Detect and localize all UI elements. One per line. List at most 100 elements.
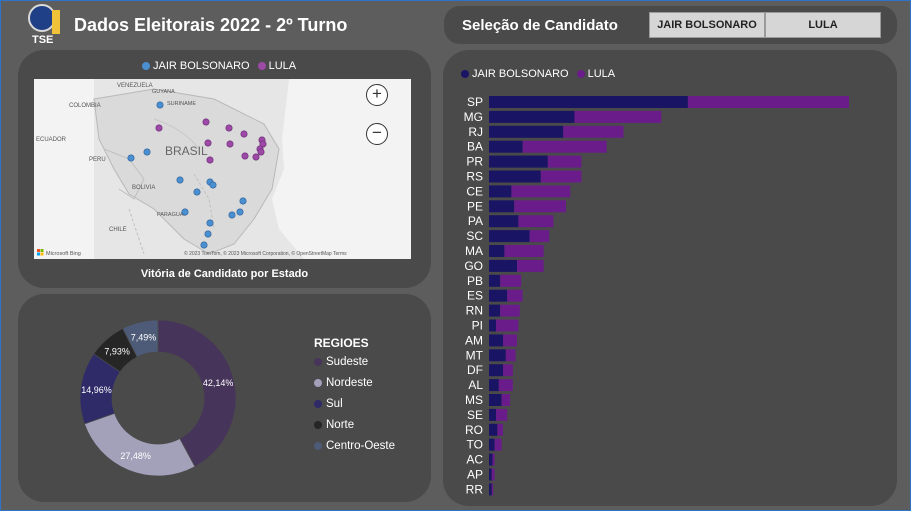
bar-segment[interactable] xyxy=(500,304,520,317)
bar-segment[interactable] xyxy=(489,483,492,496)
bar-segment[interactable] xyxy=(489,289,508,302)
map-svg: VENEZUELA GUYANA SURINAME COLOMBIA ECUAD… xyxy=(34,79,411,259)
donut-slice[interactable] xyxy=(83,412,196,477)
bar-segment[interactable] xyxy=(507,289,523,302)
bar-segment[interactable] xyxy=(489,468,492,481)
donut-slice[interactable] xyxy=(122,319,159,358)
bar-segment[interactable] xyxy=(494,438,502,451)
bar-segment[interactable] xyxy=(496,319,519,332)
country-label: GUYANA xyxy=(152,89,175,95)
bar-segment[interactable] xyxy=(505,349,516,362)
country-label: VENEZUELA xyxy=(117,83,153,89)
bar-segment[interactable] xyxy=(489,230,530,243)
bar-segment[interactable] xyxy=(504,245,544,257)
bar-segment[interactable] xyxy=(498,379,513,392)
legend-item-region: Norte xyxy=(314,419,354,431)
bar-segment[interactable] xyxy=(489,125,564,138)
category-label: PB xyxy=(467,274,483,288)
category-label: AP xyxy=(467,468,483,482)
legend-dot-icon xyxy=(257,62,266,70)
bar-segment[interactable] xyxy=(489,140,523,153)
legend-item-lula: LULA xyxy=(257,60,296,72)
bar-segment[interactable] xyxy=(503,334,518,347)
svg-text:Microsoft Bing: Microsoft Bing xyxy=(46,251,81,257)
country-label: PARAGUAY xyxy=(157,212,187,218)
bar-segment[interactable] xyxy=(489,185,512,198)
country-label: PERU xyxy=(89,157,106,163)
bar-segment[interactable] xyxy=(489,110,575,123)
bar-segment[interactable] xyxy=(489,170,541,183)
logo-stripe xyxy=(52,10,60,34)
bar-segment[interactable] xyxy=(489,245,505,257)
bar-segment[interactable] xyxy=(489,349,506,362)
zoom-out-button[interactable]: − xyxy=(366,123,388,145)
country-label: SURINAME xyxy=(167,101,196,107)
category-label: GO xyxy=(464,259,483,273)
bar-segment[interactable] xyxy=(489,438,495,451)
bar-segment[interactable] xyxy=(489,379,499,392)
legend-label: Norte xyxy=(326,419,355,431)
zoom-in-button[interactable]: + xyxy=(366,84,388,106)
map-attribution: © 2023 TomTom, © 2023 Microsoft Corporat… xyxy=(184,250,347,257)
country-label: BRASIL xyxy=(165,144,208,158)
bar-segment[interactable] xyxy=(503,364,513,377)
category-label: MA xyxy=(465,244,483,258)
bar-segment[interactable] xyxy=(491,468,495,481)
slicer-button-lula[interactable]: LULA xyxy=(765,12,881,38)
bar-segment[interactable] xyxy=(489,453,493,466)
bar-segment[interactable] xyxy=(489,96,688,108)
bar-segment[interactable] xyxy=(489,274,501,287)
bar-segment[interactable] xyxy=(511,185,571,198)
bar-segment[interactable] xyxy=(489,215,519,228)
bar-segment[interactable] xyxy=(547,155,582,168)
legend-item-bolsonaro: JAIR BOLSONARO xyxy=(142,60,250,72)
bar-segment[interactable] xyxy=(489,408,497,421)
bar-segment[interactable] xyxy=(517,259,544,272)
bar-segment[interactable] xyxy=(501,394,511,406)
bar-segment[interactable] xyxy=(489,319,497,332)
bar-segment[interactable] xyxy=(497,423,504,436)
bar-segment[interactable] xyxy=(518,215,554,228)
slicer-title: Seleção de Candidato xyxy=(462,17,618,34)
bar-segment[interactable] xyxy=(496,408,508,421)
bar-segment[interactable] xyxy=(514,200,567,213)
category-label: RJ xyxy=(468,125,483,139)
category-label: PE xyxy=(467,199,483,213)
bar-segment[interactable] xyxy=(489,304,501,317)
category-label: MG xyxy=(464,110,483,124)
bar-segment[interactable] xyxy=(574,110,662,123)
legend-label: Sul xyxy=(326,398,343,410)
map-view[interactable]: VENEZUELA GUYANA SURINAME COLOMBIA ECUAD… xyxy=(34,79,411,259)
legend-dot-icon xyxy=(461,70,469,78)
category-label: SP xyxy=(467,95,483,109)
category-label: RO xyxy=(465,423,483,437)
map-panel: JAIR BOLSONARO LULA VENEZUELA GUYANA SUR… xyxy=(18,50,431,288)
donut-label: 14,96% xyxy=(81,385,112,395)
bar-legend: JAIR BOLSONARO LULA xyxy=(461,68,615,80)
legend-item-region: Centro-Oeste xyxy=(314,440,395,452)
category-label: PI xyxy=(472,319,483,333)
logo-text: TSE xyxy=(32,34,54,46)
slicer-button-bolsonaro[interactable]: JAIR BOLSONARO xyxy=(649,12,765,38)
bar-segment[interactable] xyxy=(500,274,522,287)
bar-segment[interactable] xyxy=(687,96,849,108)
bar-segment[interactable] xyxy=(489,394,502,406)
country-label: CHILE xyxy=(109,227,127,233)
bar-segment[interactable] xyxy=(489,334,504,347)
bar-segment[interactable] xyxy=(491,483,494,496)
bar-segment[interactable] xyxy=(563,125,624,138)
region-donut-panel: 42,14% 27,48% 14,96% 7,93% 7,49% REGIOES Sud… xyxy=(18,294,431,502)
donut-slice[interactable] xyxy=(157,319,237,468)
bar-segment[interactable] xyxy=(489,155,548,168)
bar-segment[interactable] xyxy=(489,259,518,272)
category-label: PR xyxy=(466,155,483,169)
bar-segment[interactable] xyxy=(522,140,607,153)
bar-segment[interactable] xyxy=(489,423,498,436)
bar-segment[interactable] xyxy=(489,200,515,213)
category-label: SC xyxy=(466,229,483,243)
bar-segment[interactable] xyxy=(489,364,504,377)
bar-segment[interactable] xyxy=(529,230,550,243)
bar-segment[interactable] xyxy=(540,170,582,183)
bar-segment[interactable] xyxy=(492,453,495,466)
legend-label: Nordeste xyxy=(326,377,373,389)
